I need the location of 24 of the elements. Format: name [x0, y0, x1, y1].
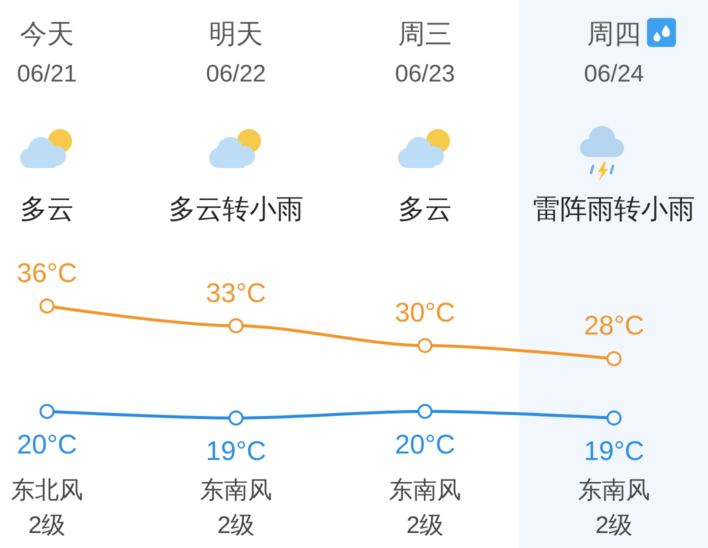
category-label: 今天 06/21 多云 [16, 19, 78, 224]
point [228, 318, 244, 334]
data-label: 28°C [584, 310, 644, 341]
text: 东南风 2级 [389, 477, 461, 539]
text: 东北风 2级 [11, 477, 83, 539]
point [40, 404, 54, 419]
point [228, 410, 244, 426]
point [418, 404, 432, 419]
text: 东南风 2级 [578, 477, 650, 539]
category-label: 周三 06/23 多云 [394, 19, 456, 224]
point [606, 351, 622, 366]
data-label: 19°C [206, 436, 266, 466]
point [40, 298, 54, 314]
data-label: 30°C [394, 298, 456, 328]
point [606, 410, 622, 426]
text: 东南风 2级 [200, 477, 272, 539]
category-label: 周四 06/24 雷阵雨转小雨 [533, 19, 695, 224]
data-label: 20°C [16, 429, 78, 460]
category-label: 明天 06/22 多云转小雨 [168, 19, 304, 224]
data-label: 20°C [394, 429, 456, 460]
data-label: 36°C [16, 258, 78, 288]
point [418, 338, 432, 354]
data-label: 19°C [584, 436, 644, 466]
data-label: 33°C [206, 278, 266, 308]
